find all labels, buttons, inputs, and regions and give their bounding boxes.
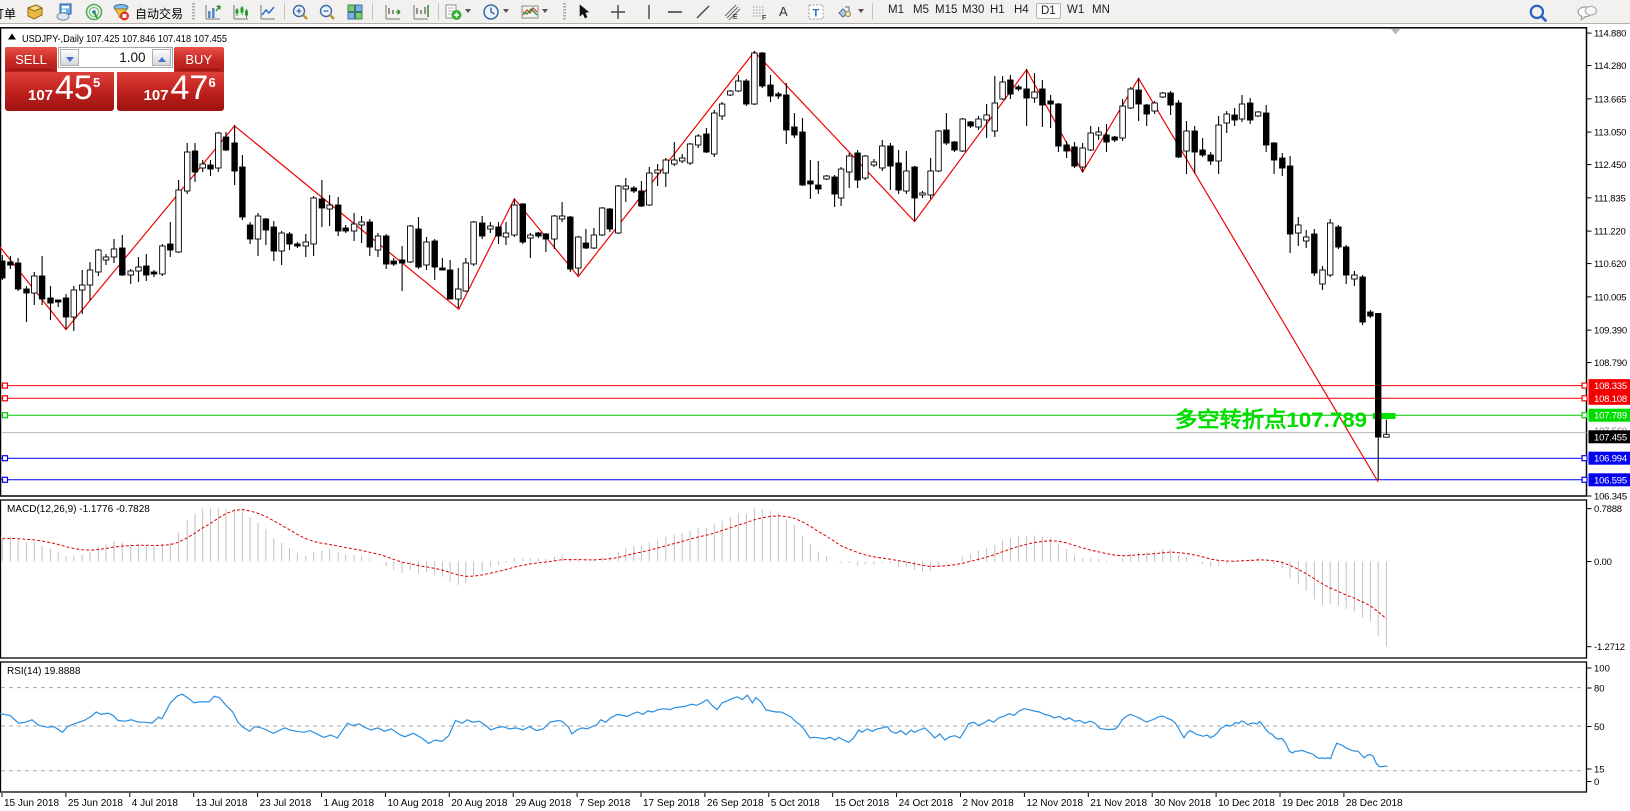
svg-text:25 Jun 2018: 25 Jun 2018 — [68, 798, 123, 809]
svg-text:1 Aug 2018: 1 Aug 2018 — [324, 798, 375, 809]
svg-text:26 Sep 2018: 26 Sep 2018 — [707, 798, 764, 809]
svg-text:13 Jul 2018: 13 Jul 2018 — [196, 798, 248, 809]
svg-text:108.790: 108.790 — [1594, 358, 1627, 369]
svg-text:0: 0 — [1594, 777, 1599, 788]
svg-text:80: 80 — [1594, 684, 1605, 695]
svg-text:24 Oct 2018: 24 Oct 2018 — [899, 798, 954, 809]
svg-text:111.835: 111.835 — [1594, 193, 1626, 204]
svg-text:15: 15 — [1594, 765, 1605, 776]
svg-text:108.108: 108.108 — [1594, 394, 1627, 405]
svg-text:108.335: 108.335 — [1594, 381, 1627, 392]
svg-text:107.455: 107.455 — [1594, 432, 1627, 443]
svg-text:110.005: 110.005 — [1594, 292, 1626, 303]
svg-text:19 Dec 2018: 19 Dec 2018 — [1282, 798, 1339, 809]
svg-text:T: T — [813, 8, 820, 20]
svg-text:20 Aug 2018: 20 Aug 2018 — [451, 798, 508, 809]
svg-text:110.620: 110.620 — [1594, 259, 1626, 270]
svg-text:15 Oct 2018: 15 Oct 2018 — [835, 798, 890, 809]
svg-text:RSI(14) 19.8888: RSI(14) 19.8888 — [7, 666, 81, 677]
svg-text:10 Dec 2018: 10 Dec 2018 — [1218, 798, 1275, 809]
svg-text:多空转折点107.789: 多空转折点107.789 — [1175, 407, 1367, 432]
svg-text:E: E — [733, 14, 738, 21]
svg-text:109.390: 109.390 — [1594, 326, 1627, 337]
svg-text:114.880: 114.880 — [1594, 29, 1626, 40]
svg-text:21 Nov 2018: 21 Nov 2018 — [1090, 798, 1147, 809]
svg-text:7 Sep 2018: 7 Sep 2018 — [579, 798, 631, 809]
svg-text:113.050: 113.050 — [1594, 128, 1626, 139]
svg-text:100: 100 — [1594, 664, 1610, 675]
svg-text:0.7888: 0.7888 — [1594, 504, 1622, 515]
svg-text:50: 50 — [1594, 722, 1605, 733]
svg-text:USDJPY-,Daily 107.425 107.846: USDJPY-,Daily 107.425 107.846 107.418 10… — [22, 34, 227, 45]
svg-text:23 Jul 2018: 23 Jul 2018 — [260, 798, 312, 809]
svg-text:15 Jun 2018: 15 Jun 2018 — [4, 798, 59, 809]
svg-text:112.450: 112.450 — [1594, 160, 1626, 171]
svg-text:106.994: 106.994 — [1594, 454, 1627, 465]
svg-text:2 Nov 2018: 2 Nov 2018 — [963, 798, 1015, 809]
svg-text:0.00: 0.00 — [1594, 557, 1612, 568]
svg-text:28 Dec 2018: 28 Dec 2018 — [1346, 798, 1403, 809]
svg-text:4 Jul 2018: 4 Jul 2018 — [132, 798, 179, 809]
svg-text:10 Aug 2018: 10 Aug 2018 — [387, 798, 444, 809]
svg-text:29 Aug 2018: 29 Aug 2018 — [515, 798, 572, 809]
svg-text:17 Sep 2018: 17 Sep 2018 — [643, 798, 700, 809]
svg-text:-1.2712: -1.2712 — [1594, 642, 1625, 653]
svg-text:MACD(12,26,9) -1.1776 -0.7828: MACD(12,26,9) -1.1776 -0.7828 — [7, 504, 150, 515]
svg-text:5 Oct 2018: 5 Oct 2018 — [771, 798, 820, 809]
svg-text:107.789: 107.789 — [1594, 411, 1627, 422]
svg-text:30 Nov 2018: 30 Nov 2018 — [1154, 798, 1211, 809]
svg-text:106.345: 106.345 — [1594, 492, 1627, 503]
svg-text:113.665: 113.665 — [1594, 94, 1626, 105]
svg-text:12 Nov 2018: 12 Nov 2018 — [1026, 798, 1083, 809]
svg-text:111.220: 111.220 — [1594, 227, 1626, 238]
svg-text:F: F — [762, 15, 766, 21]
svg-text:114.280: 114.280 — [1594, 61, 1626, 72]
svg-text:106.595: 106.595 — [1594, 475, 1627, 486]
